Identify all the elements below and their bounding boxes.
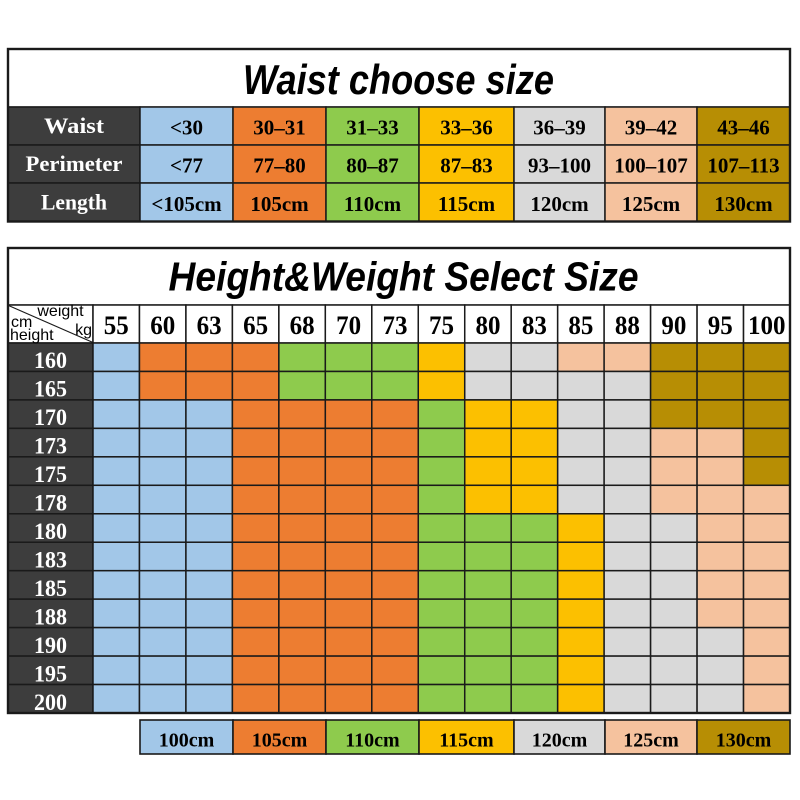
svg-text:33–36: 33–36 [440, 116, 493, 140]
svg-text:125cm: 125cm [622, 192, 681, 216]
svg-text:77–80: 77–80 [253, 154, 306, 178]
svg-text:<30: <30 [170, 116, 203, 140]
svg-text:kg: kg [75, 322, 92, 339]
svg-text:170: 170 [34, 405, 67, 430]
svg-text:165: 165 [34, 377, 67, 402]
svg-text:83: 83 [522, 311, 547, 340]
svg-text:height: height [10, 327, 54, 344]
svg-text:175: 175 [34, 462, 67, 487]
svg-text:105cm: 105cm [250, 192, 309, 216]
svg-text:115cm: 115cm [438, 192, 496, 216]
svg-text:55: 55 [104, 311, 129, 340]
svg-text:183: 183 [34, 547, 67, 572]
svg-text:Length: Length [41, 189, 107, 214]
svg-text:178: 178 [34, 491, 67, 516]
svg-text:85: 85 [568, 311, 593, 340]
svg-text:200: 200 [34, 690, 67, 715]
svg-text:43–46: 43–46 [717, 116, 770, 140]
svg-text:87–83: 87–83 [440, 154, 493, 178]
svg-text:180: 180 [34, 519, 67, 544]
svg-text:75: 75 [429, 311, 454, 340]
svg-text:190: 190 [34, 633, 67, 658]
svg-text:125cm: 125cm [623, 730, 679, 752]
svg-text:65: 65 [243, 311, 268, 340]
svg-text:160: 160 [34, 348, 67, 373]
svg-text:173: 173 [34, 434, 67, 459]
svg-text:60: 60 [150, 311, 175, 340]
svg-text:Perimeter: Perimeter [26, 151, 123, 176]
svg-text:195: 195 [34, 661, 67, 686]
svg-text:73: 73 [383, 311, 408, 340]
svg-text:36–39: 36–39 [533, 116, 586, 140]
svg-text:<105cm: <105cm [151, 192, 222, 216]
svg-text:100: 100 [748, 311, 786, 340]
svg-text:95: 95 [708, 311, 733, 340]
svg-text:80: 80 [475, 311, 500, 340]
svg-text:110cm: 110cm [345, 730, 400, 752]
svg-text:Height&Weight Select Size: Height&Weight Select Size [169, 254, 639, 300]
svg-text:115cm: 115cm [439, 730, 494, 752]
svg-text:80–87: 80–87 [346, 154, 399, 178]
svg-text:63: 63 [197, 311, 222, 340]
svg-text:120cm: 120cm [532, 730, 588, 752]
svg-text:120cm: 120cm [530, 192, 589, 216]
svg-text:31–33: 31–33 [346, 116, 399, 140]
svg-text:130cm: 130cm [714, 192, 773, 216]
svg-text:130cm: 130cm [716, 730, 772, 752]
svg-text:Waist: Waist [44, 113, 105, 138]
svg-text:Waist choose size: Waist choose size [243, 56, 554, 103]
svg-text:cm: cm [11, 314, 32, 331]
svg-text:185: 185 [34, 576, 67, 601]
svg-text:30–31: 30–31 [253, 116, 306, 140]
svg-text:68: 68 [290, 311, 315, 340]
svg-text:90: 90 [661, 311, 686, 340]
svg-text:93–100: 93–100 [528, 154, 591, 178]
svg-text:100cm: 100cm [159, 730, 215, 752]
svg-text:105cm: 105cm [252, 730, 308, 752]
svg-text:88: 88 [615, 311, 640, 340]
svg-text:110cm: 110cm [344, 192, 402, 216]
svg-text:107–113: 107–113 [707, 154, 779, 178]
svg-text:<77: <77 [170, 154, 203, 178]
svg-text:188: 188 [34, 604, 67, 629]
svg-text:70: 70 [336, 311, 361, 340]
svg-text:100–107: 100–107 [614, 154, 688, 178]
svg-text:weight: weight [36, 303, 84, 320]
svg-text:39–42: 39–42 [625, 116, 678, 140]
